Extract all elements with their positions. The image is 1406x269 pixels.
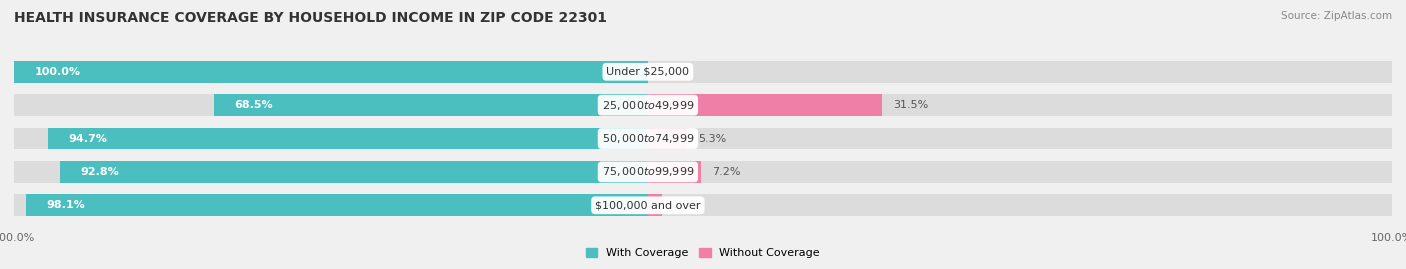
Text: 68.5%: 68.5% [235, 100, 273, 110]
Bar [648, 128, 1392, 149]
Text: $25,000 to $49,999: $25,000 to $49,999 [602, 99, 695, 112]
Text: 31.5%: 31.5% [893, 100, 928, 110]
Text: $50,000 to $74,999: $50,000 to $74,999 [602, 132, 695, 145]
Bar [648, 161, 702, 183]
Text: 5.3%: 5.3% [699, 133, 727, 144]
Bar [14, 61, 648, 83]
Bar [648, 94, 882, 116]
Text: HEALTH INSURANCE COVERAGE BY HOUSEHOLD INCOME IN ZIP CODE 22301: HEALTH INSURANCE COVERAGE BY HOUSEHOLD I… [14, 11, 607, 25]
Bar [14, 94, 648, 116]
Text: 7.2%: 7.2% [713, 167, 741, 177]
Bar [14, 161, 648, 183]
Text: 98.1%: 98.1% [46, 200, 86, 210]
Text: 0.0%: 0.0% [659, 67, 688, 77]
Bar [214, 94, 648, 116]
Bar [59, 161, 648, 183]
Text: 100.0%: 100.0% [35, 67, 80, 77]
Text: 1.9%: 1.9% [673, 200, 702, 210]
Legend: With Coverage, Without Coverage: With Coverage, Without Coverage [582, 244, 824, 263]
Bar [648, 61, 1392, 83]
Bar [648, 194, 662, 216]
Bar [14, 61, 648, 83]
Text: Source: ZipAtlas.com: Source: ZipAtlas.com [1281, 11, 1392, 21]
Bar [27, 194, 648, 216]
Text: $75,000 to $99,999: $75,000 to $99,999 [602, 165, 695, 178]
Text: 94.7%: 94.7% [69, 133, 107, 144]
Text: Under $25,000: Under $25,000 [606, 67, 689, 77]
Bar [648, 128, 688, 149]
Text: 92.8%: 92.8% [80, 167, 120, 177]
Bar [648, 161, 1392, 183]
Bar [648, 194, 1392, 216]
Text: $100,000 and over: $100,000 and over [595, 200, 700, 210]
Bar [48, 128, 648, 149]
Bar [648, 94, 1392, 116]
Bar [14, 128, 648, 149]
Bar [14, 194, 648, 216]
